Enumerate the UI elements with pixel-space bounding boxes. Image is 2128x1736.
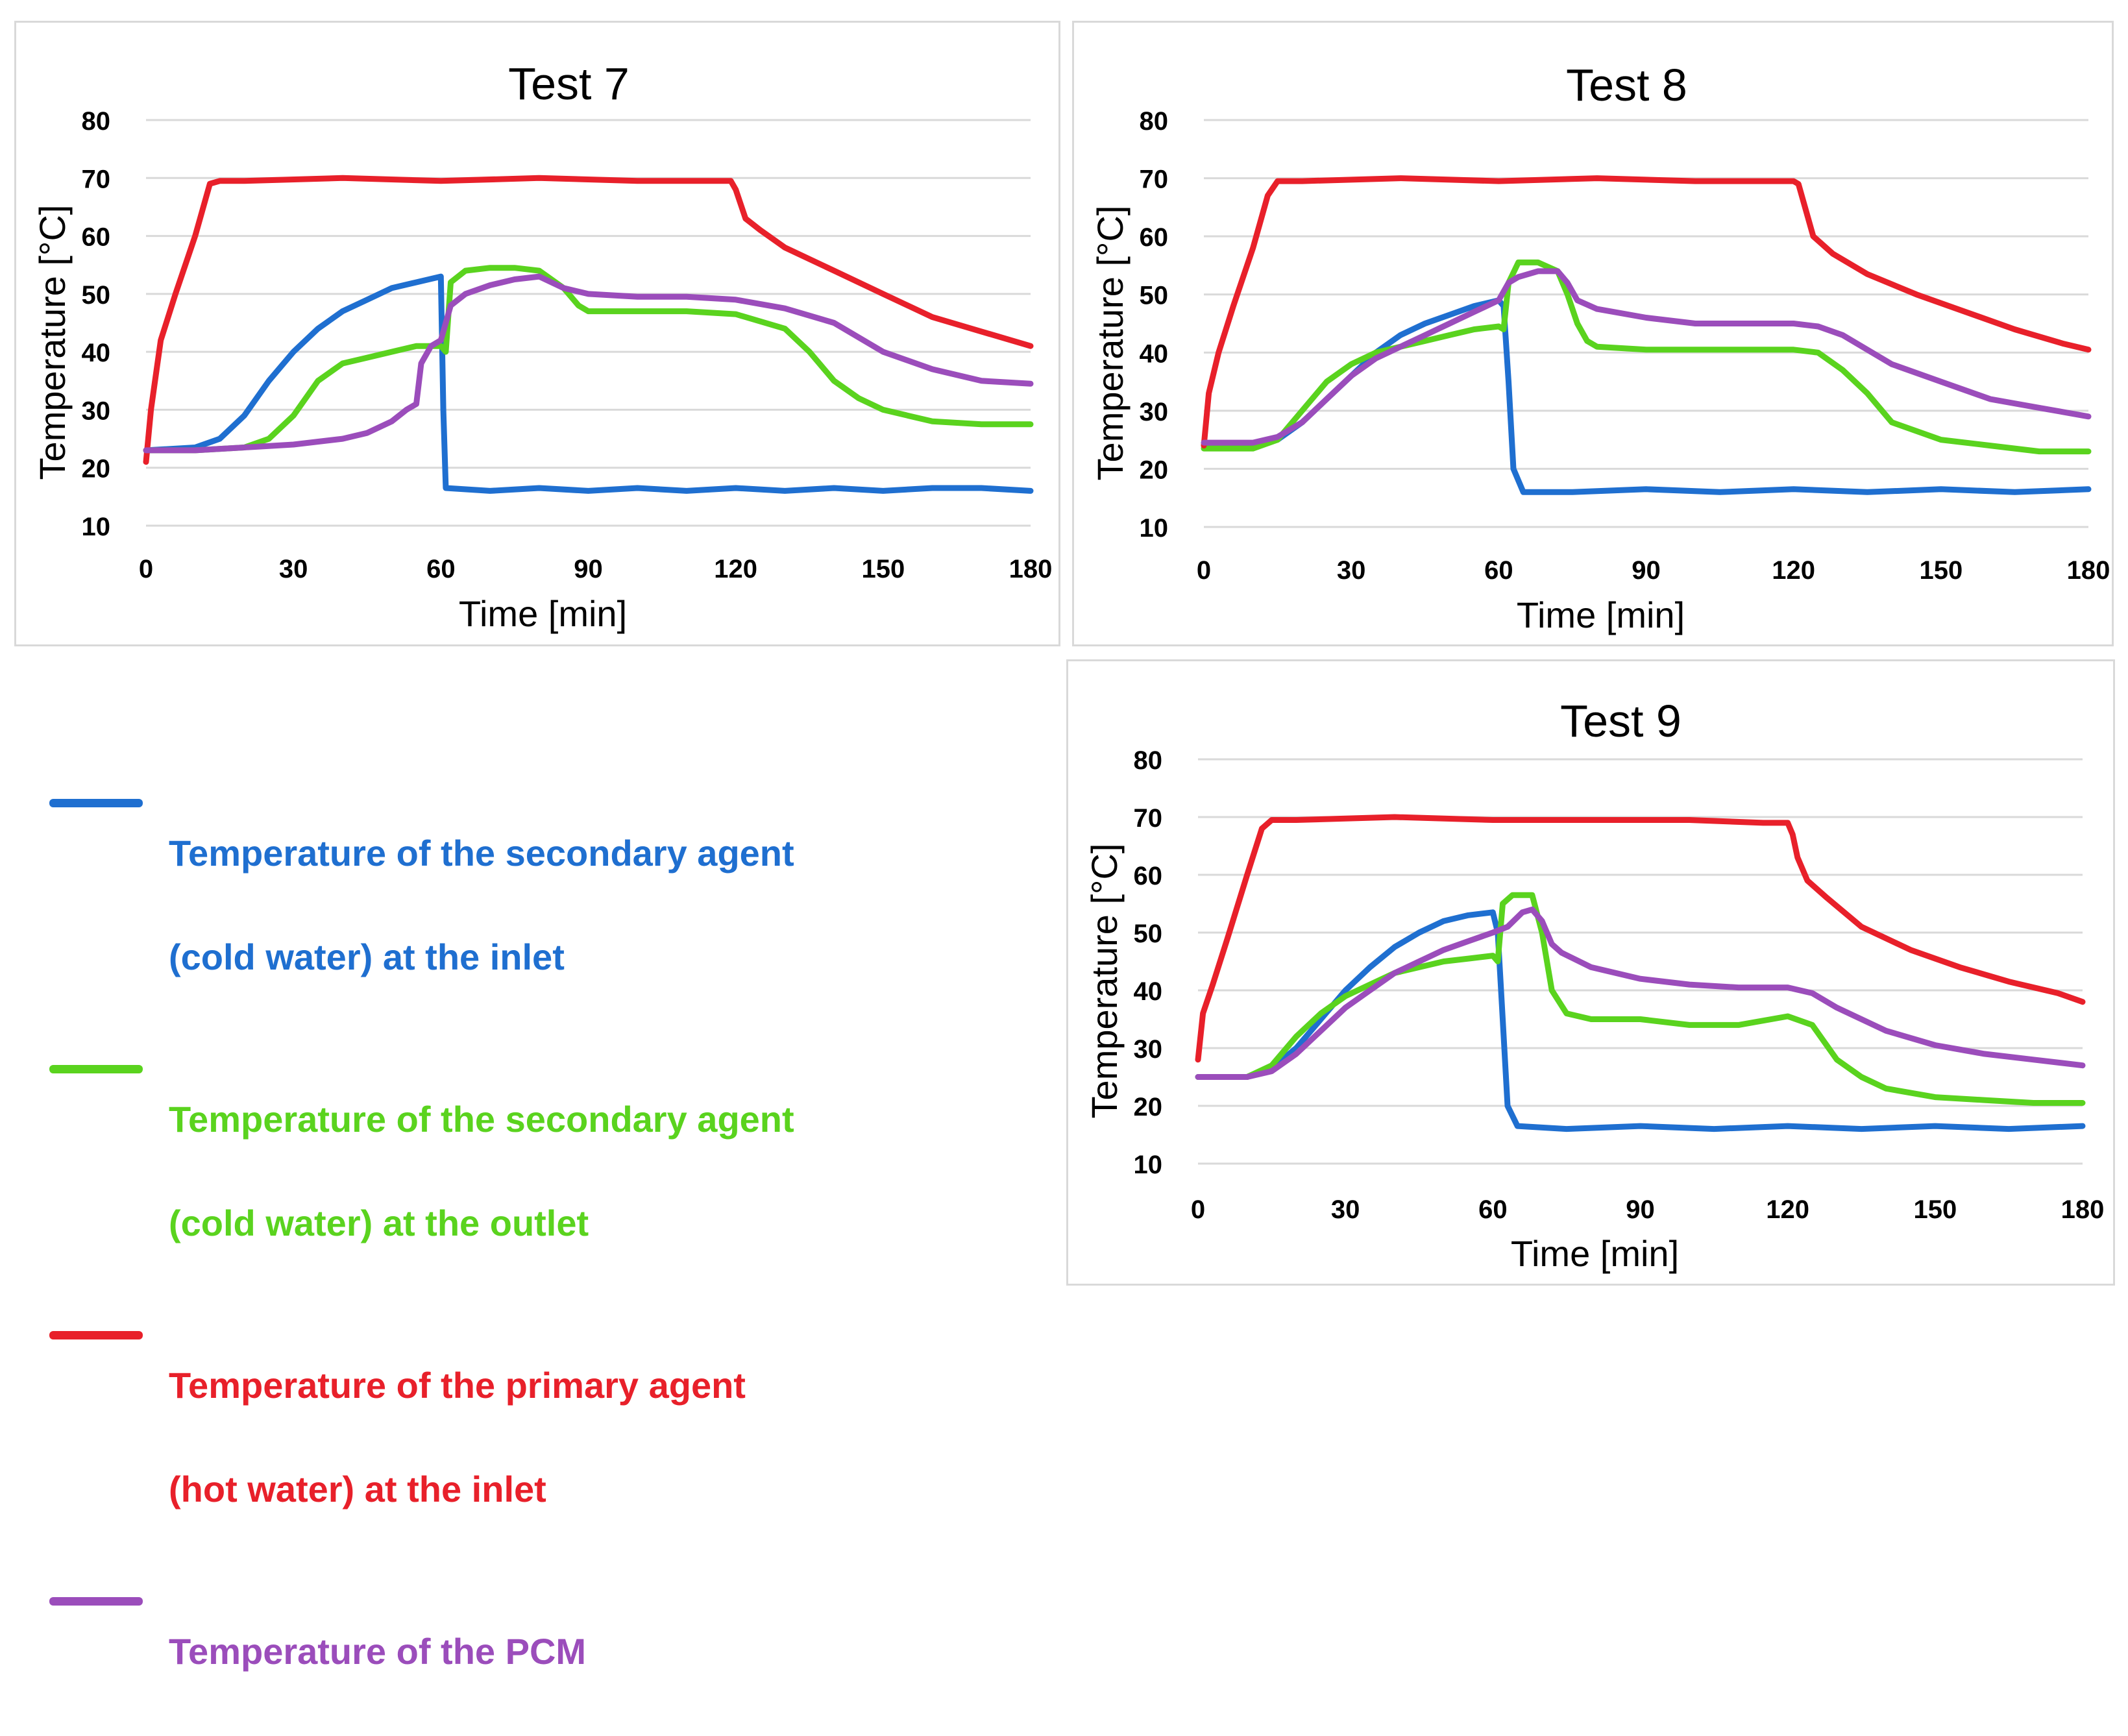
y-tick-label: 50	[1134, 920, 1163, 948]
series-line-3	[1201, 268, 2092, 446]
x-tick-label: 120	[1772, 556, 1815, 585]
y-tick-label: 20	[1140, 456, 1169, 484]
chart-panel-test9: 10 20 30 40 50 60 70 80 0 30 60 90 120 150 180 Test 9 Ti…	[1066, 659, 2115, 1286]
legend-swatch	[49, 1331, 143, 1339]
y-tick-label: 70	[1134, 804, 1163, 833]
series-line-3	[1195, 906, 2086, 1080]
x-tick-label: 90	[1626, 1195, 1655, 1224]
y-tick-label: 30	[82, 397, 111, 425]
series-line-3	[143, 273, 1034, 454]
y-axis-label: Temperature [°C]	[1084, 844, 1125, 1119]
y-tick-label: 60	[82, 223, 111, 252]
series-line-2	[1195, 814, 2086, 1063]
legend-item-inlet-secondary: Temperature of the secondary agent (cold…	[45, 776, 889, 1035]
series-line-1	[1201, 259, 2092, 455]
y-tick-label: 80	[1134, 746, 1163, 775]
series-line-1	[1195, 892, 2086, 1106]
y-tick-label: 70	[82, 165, 111, 193]
x-tick-label: 90	[1632, 556, 1661, 585]
chart-test7: 10 20 30 40 50 60 70 80 0 30 60 90 120 150 180 Test 7 Ti…	[32, 58, 1053, 634]
x-tick-label: 30	[279, 555, 308, 583]
legend-label-line1: Temperature of the primary agent	[169, 1365, 746, 1406]
legend-label-line2: (cold water) at the outlet	[169, 1203, 589, 1243]
x-tick-label: 60	[426, 555, 456, 583]
y-tick-label: 80	[82, 107, 111, 136]
chart-test9: 10 20 30 40 50 60 70 80 0 30 60 90 120 150 180 Test 9 Ti…	[1084, 696, 2105, 1274]
y-tick-label: 70	[1140, 165, 1169, 194]
x-tick-label: 0	[1197, 556, 1211, 585]
legend-label-line1: Temperature of the secondary agent	[169, 1099, 794, 1140]
x-tick-label: 30	[1331, 1195, 1360, 1224]
chart-panel-test8: 10 20 30 40 50 60 70 80 0 30 60 90 120 150 180 Test 8 Ti…	[1072, 21, 2114, 646]
legend-item-pcm: Temperature of the PCM	[45, 1574, 889, 1730]
legend: Temperature of the secondary agent (cold…	[45, 776, 889, 1736]
y-tick-label: 80	[1140, 107, 1169, 136]
legend-label-line1: Temperature of the secondary agent	[169, 833, 794, 874]
y-tick-label: 60	[1140, 223, 1169, 252]
y-tick-label: 40	[1140, 339, 1169, 368]
y-tick-label: 20	[82, 455, 111, 483]
y-tick-label: 50	[1140, 282, 1169, 310]
y-tick-label: 10	[82, 513, 111, 541]
x-tick-label: 150	[1919, 556, 1963, 585]
y-tick-label: 20	[1134, 1093, 1163, 1121]
chart-panel-test7: 10 20 30 40 50 60 70 80 0 30 60 90 120 150 180 Test 7 Ti…	[14, 21, 1060, 646]
legend-label-line1: Temperature of the PCM	[169, 1631, 587, 1672]
x-tick-label: 0	[1191, 1195, 1205, 1224]
x-tick-label: 180	[2067, 556, 2110, 585]
y-tick-label: 10	[1134, 1151, 1163, 1179]
legend-label-line2: (cold water) at the inlet	[169, 936, 565, 977]
legend-item-outlet-secondary: Temperature of the secondary agent (cold…	[45, 1042, 889, 1301]
y-axis-label: Temperature [°C]	[1090, 206, 1131, 481]
x-tick-label: 180	[2061, 1195, 2105, 1224]
series-line-2	[143, 175, 1034, 465]
y-tick-label: 60	[1134, 862, 1163, 890]
x-tick-label: 0	[139, 555, 153, 583]
x-tick-label: 60	[1478, 1195, 1508, 1224]
y-axis-label: Temperature [°C]	[32, 205, 73, 480]
x-tick-label: 120	[1766, 1195, 1809, 1224]
x-axis-label: Time [min]	[459, 593, 627, 634]
x-tick-label: 150	[861, 555, 905, 583]
y-tick-label: 30	[1140, 398, 1169, 426]
series-line-0	[1195, 909, 2086, 1132]
series-line-1	[143, 265, 1034, 454]
x-axis-label: Time [min]	[1511, 1233, 1679, 1274]
legend-label-line2: (hot water) at the inlet	[169, 1469, 546, 1510]
legend-swatch	[49, 1597, 143, 1606]
y-tick-label: 50	[82, 281, 111, 310]
x-tick-label: 90	[574, 555, 603, 583]
series-line-0	[143, 273, 1034, 494]
x-tick-label: 30	[1337, 556, 1366, 585]
x-tick-label: 60	[1484, 556, 1513, 585]
chart-title: Test 8	[1566, 60, 1687, 110]
y-tick-label: 40	[82, 339, 111, 367]
series-line-2	[1201, 175, 2092, 449]
chart-test8: 10 20 30 40 50 60 70 80 0 30 60 90 120 150 180 Test 8 Ti…	[1090, 60, 2110, 635]
y-tick-label: 40	[1134, 977, 1163, 1006]
legend-item-inlet-primary: Temperature of the primary agent (hot wa…	[45, 1308, 889, 1567]
y-tick-label: 30	[1134, 1035, 1163, 1064]
x-tick-label: 150	[1913, 1195, 1957, 1224]
x-axis-label: Time [min]	[1517, 594, 1685, 635]
series-line-0	[1201, 297, 2092, 495]
legend-swatch	[49, 1065, 143, 1073]
chart-title: Test 9	[1560, 696, 1682, 746]
x-tick-label: 180	[1009, 555, 1053, 583]
legend-swatch	[49, 799, 143, 807]
y-tick-label: 10	[1140, 514, 1169, 543]
x-tick-label: 120	[714, 555, 757, 583]
chart-title: Test 7	[508, 58, 630, 109]
